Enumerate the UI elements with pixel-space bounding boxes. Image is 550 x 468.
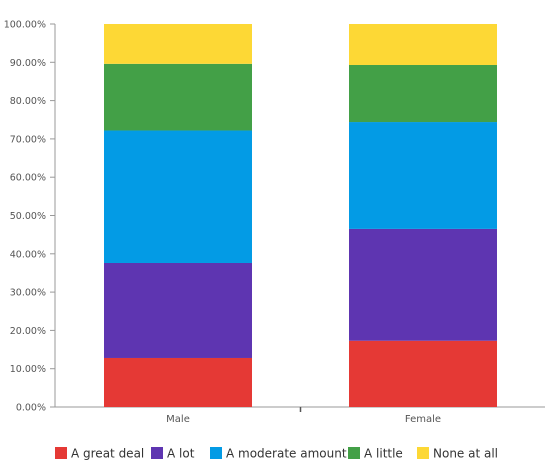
bar-segment [104,357,252,407]
x-tick-label: Male [166,414,190,425]
y-tick-label: 20.00% [10,326,46,337]
bar-segment [104,262,252,358]
legend-label: None at all [433,447,498,461]
y-tick-label: 0.00% [16,403,46,414]
x-axis: Male Female [55,406,545,425]
y-tick-label: 80.00% [10,96,46,107]
legend-item: A lot [151,447,195,461]
legend-item: None at all [417,447,498,461]
legend-label: A great deal [71,447,144,461]
y-tick-label: 100.00% [4,20,46,31]
bar-segment [104,130,252,263]
y-tick-label: 30.00% [10,288,46,299]
bar-segment [349,122,497,229]
legend-label: A little [364,447,403,461]
bar-segment [104,63,252,131]
y-tick-label: 50.00% [10,211,46,222]
legend-item: A moderate amount [210,447,347,461]
legend-item: A great deal [55,447,144,461]
y-tick-label: 40.00% [10,249,46,260]
bar-segment [104,24,252,64]
bar-segment [349,24,497,65]
y-tick-label: 10.00% [10,364,46,375]
y-tick-label: 90.00% [10,58,46,69]
legend-swatch [210,447,222,459]
y-tick-label: 60.00% [10,173,46,184]
bar-segment [349,228,497,341]
legend-swatch [151,447,163,459]
legend-label: A lot [167,447,195,461]
y-tick-label: 70.00% [10,134,46,145]
legend: A great deal A lot A moderate amount A litt… [55,447,498,461]
y-axis: 0.00% 10.00% 20.00% 30.00% 40.00% 50.00% 60.00… [4,20,56,414]
legend-swatch [348,447,360,459]
legend-swatch [55,447,67,459]
legend-item: A little [348,447,403,461]
bar-segment [349,64,497,123]
legend-label: A moderate amount [226,447,347,461]
bar-segment [349,340,497,407]
legend-swatch [417,447,429,459]
bars [104,24,497,407]
x-tick-label: Female [405,414,441,425]
